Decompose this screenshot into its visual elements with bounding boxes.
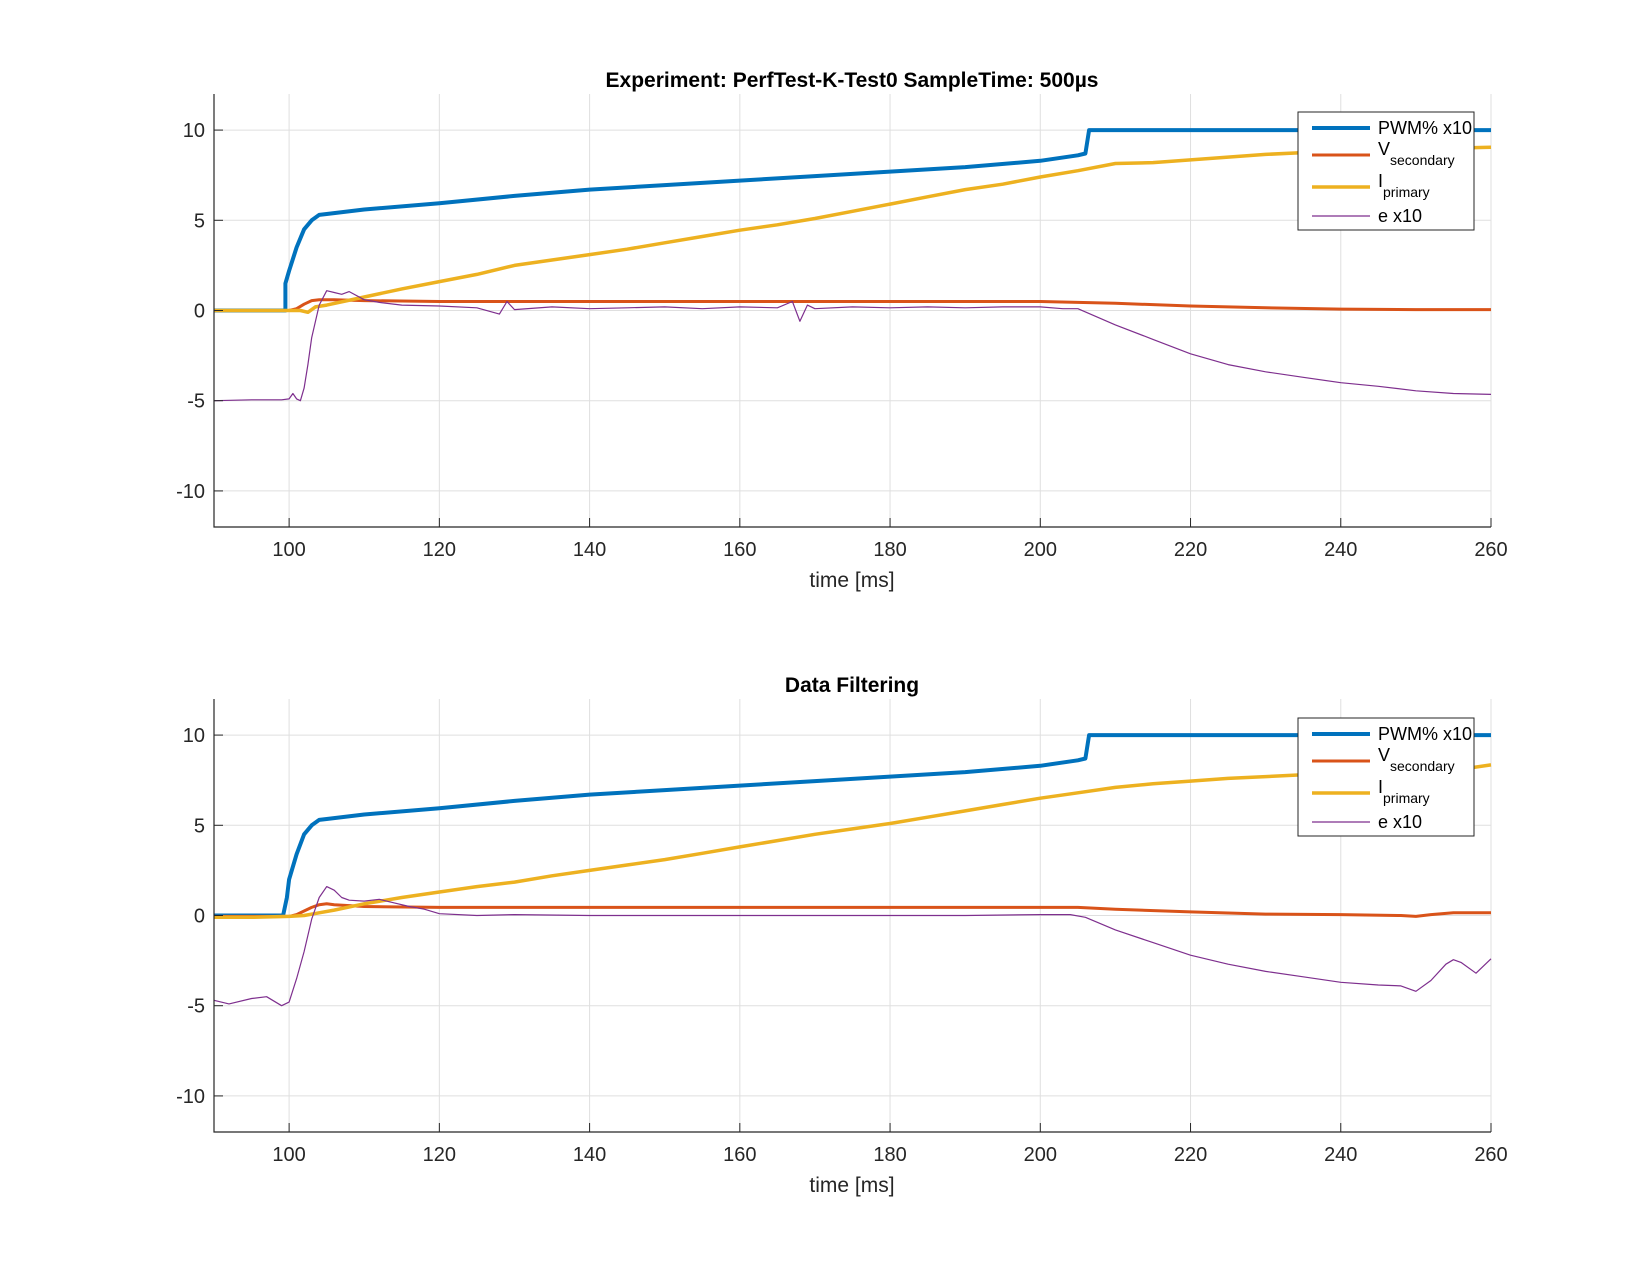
x-tick-label: 140 <box>573 539 606 561</box>
x-tick-label: 100 <box>272 539 305 561</box>
error-line <box>213 290 1492 402</box>
x-tick-label: 100 <box>272 1144 305 1166</box>
iprimary-line <box>214 145 1492 315</box>
x-tick-label: 220 <box>1174 539 1207 561</box>
y-tick-label: 10 <box>183 725 205 747</box>
x-tick-label: 200 <box>1024 1144 1057 1166</box>
pwm-line <box>214 128 1491 313</box>
plot-2-x-axis-label: time [ms] <box>809 1174 894 1197</box>
legend-entry-iprimary: Iprimary <box>1378 777 1430 806</box>
plot-1-axes-frame <box>213 94 1491 528</box>
plot-1-legend: PWM% x10 Vsecondary Iprimary e x10 <box>1297 111 1475 231</box>
plot-1-series <box>213 128 1492 402</box>
vsecondary-line <box>214 298 1491 312</box>
plot-1-ticks <box>214 129 1492 527</box>
y-tick-label: -5 <box>187 996 205 1018</box>
legend-box <box>1297 111 1475 231</box>
legend-entry-error: e x10 <box>1378 206 1422 226</box>
plot-2-series <box>213 733 1492 1007</box>
legend-entry-error: e x10 <box>1378 812 1422 832</box>
plot-2-legend: PWM% x10 Vsecondary Iprimary e x10 <box>1297 717 1475 837</box>
x-tick-label: 200 <box>1024 539 1057 561</box>
x-tick-label: 220 <box>1174 1144 1207 1166</box>
plot-2-y-tick-labels: 10 5 0 -5 -10 <box>176 725 205 1108</box>
legend-entry-iprimary: Iprimary <box>1378 171 1430 200</box>
y-tick-label: 0 <box>194 301 205 323</box>
plot-1-x-axis-label: time [ms] <box>809 569 894 592</box>
legend-entry-vsecondary: Vsecondary <box>1378 745 1455 774</box>
x-tick-label: 180 <box>873 539 906 561</box>
legend-entry-vsecondary: Vsecondary <box>1378 139 1455 168</box>
y-tick-label: 5 <box>194 210 205 232</box>
y-tick-label: 10 <box>183 120 205 142</box>
plot-1-title: Experiment: PerfTest-K-Test0 SampleTime:… <box>606 69 1099 92</box>
plot-2: 100 120 140 160 180 200 220 240 260 10 5… <box>176 674 1508 1197</box>
vsecondary-line <box>214 902 1491 918</box>
x-tick-label: 140 <box>573 1144 606 1166</box>
x-tick-label: 160 <box>723 539 756 561</box>
y-tick-label: 5 <box>194 815 205 837</box>
y-tick-label: -5 <box>187 391 205 413</box>
plot-1-y-tick-labels: 10 5 0 -5 -10 <box>176 120 205 503</box>
x-tick-label: 240 <box>1324 539 1357 561</box>
plot-1-x-tick-labels: 100 120 140 160 180 200 220 240 260 <box>272 539 1507 561</box>
y-tick-label: -10 <box>176 1086 205 1108</box>
plot-1: 100 120 140 160 180 200 220 240 260 10 5… <box>176 69 1508 592</box>
error-line <box>213 885 1492 1007</box>
x-tick-label: 180 <box>873 1144 906 1166</box>
legend-entry-pwm: PWM% x10 <box>1378 724 1472 744</box>
x-tick-label: 160 <box>723 1144 756 1166</box>
plot-2-axes-frame <box>213 699 1491 1133</box>
legend-entry-pwm: PWM% x10 <box>1378 118 1472 138</box>
y-tick-label: -10 <box>176 481 205 503</box>
plot-2-x-tick-labels: 100 120 140 160 180 200 220 240 260 <box>272 1144 1507 1166</box>
plot-2-ticks <box>214 734 1492 1132</box>
y-tick-label: 0 <box>194 906 205 928</box>
plot-2-title: Data Filtering <box>785 674 919 697</box>
x-tick-label: 120 <box>423 1144 456 1166</box>
x-tick-label: 260 <box>1474 1144 1507 1166</box>
x-tick-label: 240 <box>1324 1144 1357 1166</box>
pwm-line <box>214 733 1491 918</box>
x-tick-label: 260 <box>1474 539 1507 561</box>
legend-box <box>1297 717 1475 837</box>
iprimary-line <box>214 763 1492 920</box>
x-tick-label: 120 <box>423 539 456 561</box>
